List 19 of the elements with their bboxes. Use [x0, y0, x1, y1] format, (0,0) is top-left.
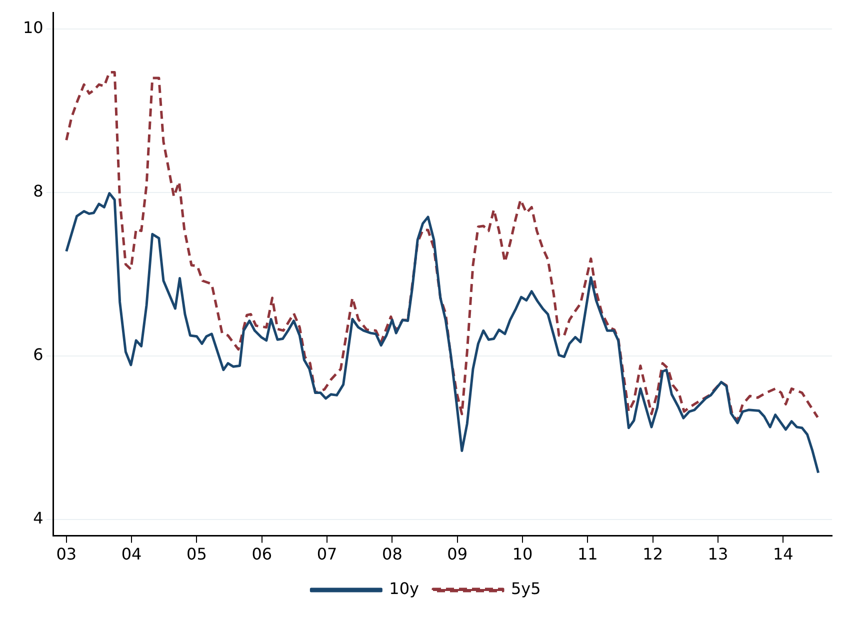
legend-label: 10y [389, 579, 419, 598]
legend-label: 5y5 [511, 579, 541, 598]
x-tick-label: 10 [512, 544, 533, 564]
x-tick-label: 06 [252, 544, 272, 564]
x-tick-label: 11 [577, 544, 598, 564]
x-tick-label: 03 [56, 544, 77, 564]
y-tick-label: 4 [33, 508, 44, 528]
x-tick-label: 14 [772, 544, 794, 564]
x-tick-label: 09 [447, 544, 468, 564]
y-tick-label: 8 [33, 182, 44, 201]
x-tick-label: 08 [382, 544, 402, 564]
y-tick-label: 10 [23, 18, 44, 38]
y-tick-label: 6 [33, 345, 44, 364]
x-tick-label: 13 [708, 544, 728, 564]
line-series [65, 71, 819, 422]
x-tick-label: 04 [121, 544, 142, 564]
x-tick-label: 07 [316, 544, 338, 564]
x-tick-label: 12 [642, 544, 663, 564]
x-tick-label: 05 [186, 544, 207, 564]
